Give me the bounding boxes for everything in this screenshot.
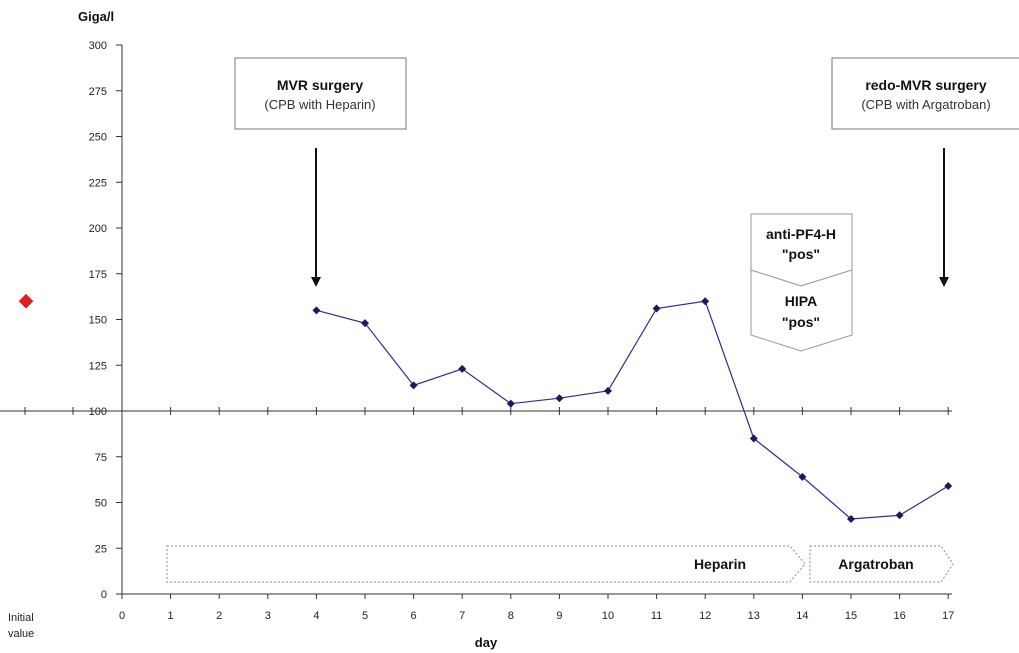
- hipa-annotation: HIPA "pos": [750, 269, 853, 352]
- heparin-label: Heparin: [694, 556, 746, 572]
- redo-box: [831, 57, 1019, 130]
- x-tick-label: 5: [362, 610, 368, 622]
- mvr-box: [234, 57, 407, 130]
- y-tick-label: 250: [89, 132, 107, 144]
- argatroban-bar: Argatroban: [809, 545, 954, 583]
- reference-line-ticks: [24, 407, 949, 415]
- y-ticks: 0 25 50 75 100 125 150 175 200 225 250 275 300: [89, 40, 122, 601]
- mvr-annotation: MVR surgery (CPB with Heparin): [234, 57, 407, 287]
- x-tick-label: 17: [942, 610, 954, 622]
- y-tick-label: 25: [95, 543, 107, 555]
- hipa-line1: HIPA: [785, 293, 817, 309]
- x-tick-label: 3: [265, 610, 271, 622]
- mvr-arrow-head: [311, 277, 321, 287]
- y-tick-label: 100: [89, 406, 107, 418]
- redo-title: redo-MVR surgery: [865, 77, 987, 93]
- data-point: [604, 386, 612, 395]
- x-tick-label: 16: [893, 610, 905, 622]
- data-point: [312, 306, 321, 315]
- x-tick-label: 8: [508, 610, 514, 622]
- x-ticks: 0 1 2 3 4 5 6 7 8 9 10 11 12 13 14 15 16 17: [119, 594, 954, 622]
- data-point: [458, 364, 467, 373]
- x-axis-label: day: [475, 635, 498, 650]
- redo-arrow-head: [939, 277, 949, 287]
- y-tick-label: 125: [89, 360, 107, 372]
- data-point: [847, 514, 855, 523]
- y-tick-label: 225: [89, 177, 107, 189]
- mvr-subtitle: (CPB with Heparin): [264, 97, 375, 112]
- data-point: [361, 319, 369, 328]
- x-tick-label: 2: [216, 610, 222, 622]
- data-point: [749, 434, 758, 443]
- heparin-arrow: [166, 545, 806, 583]
- y-unit-label: Giga/l: [78, 9, 114, 24]
- x-tick-label: 15: [845, 610, 857, 622]
- data-point: [944, 482, 953, 491]
- series-line: [316, 300, 949, 520]
- antipf4-line2: "pos": [782, 246, 820, 262]
- argatroban-label: Argatroban: [838, 556, 913, 572]
- redo-annotation: redo-MVR surgery (CPB with Argatroban): [831, 57, 1019, 287]
- series-points: [312, 297, 953, 523]
- x-tick-label: 11: [651, 610, 662, 622]
- x-tick-label: 7: [459, 610, 465, 622]
- x-tick-label: 4: [313, 610, 319, 622]
- x-tick-label: 1: [168, 610, 174, 622]
- data-point: [555, 394, 564, 403]
- data-point: [652, 304, 661, 313]
- x-tick-label: 14: [796, 610, 808, 622]
- argatroban-arrow: [809, 545, 954, 583]
- initial-value-label-line1: Initial: [8, 612, 34, 624]
- x-tick-label: 9: [556, 610, 562, 622]
- y-tick-label: 175: [89, 269, 107, 281]
- data-point: [701, 297, 710, 306]
- data-point: [409, 381, 418, 390]
- y-tick-label: 300: [89, 40, 107, 52]
- hipa-line2: "pos": [782, 314, 820, 330]
- hipa-shape: [750, 269, 853, 352]
- redo-subtitle: (CPB with Argatroban): [861, 97, 990, 112]
- x-tick-label: 10: [602, 610, 614, 622]
- y-tick-label: 0: [101, 589, 107, 601]
- antipf4-annotation: anti-PF4-H "pos": [750, 213, 853, 287]
- data-point: [895, 511, 904, 520]
- x-tick-label: 13: [748, 610, 760, 622]
- mvr-title: MVR surgery: [277, 77, 364, 93]
- y-tick-label: 150: [89, 315, 107, 327]
- y-tick-label: 50: [95, 498, 107, 510]
- x-tick-label: 0: [119, 610, 125, 622]
- y-tick-label: 200: [89, 223, 107, 235]
- y-tick-label: 75: [95, 452, 107, 464]
- antipf4-line1: anti-PF4-H: [766, 226, 836, 242]
- data-point: [506, 399, 515, 408]
- heparin-bar: Heparin: [166, 545, 806, 583]
- x-tick-label: 12: [699, 610, 711, 622]
- y-tick-label: 275: [89, 86, 107, 98]
- initial-value-label-line2: value: [8, 628, 34, 640]
- x-tick-label: 6: [411, 610, 417, 622]
- data-point: [798, 472, 807, 481]
- initial-value-marker: [18, 293, 34, 309]
